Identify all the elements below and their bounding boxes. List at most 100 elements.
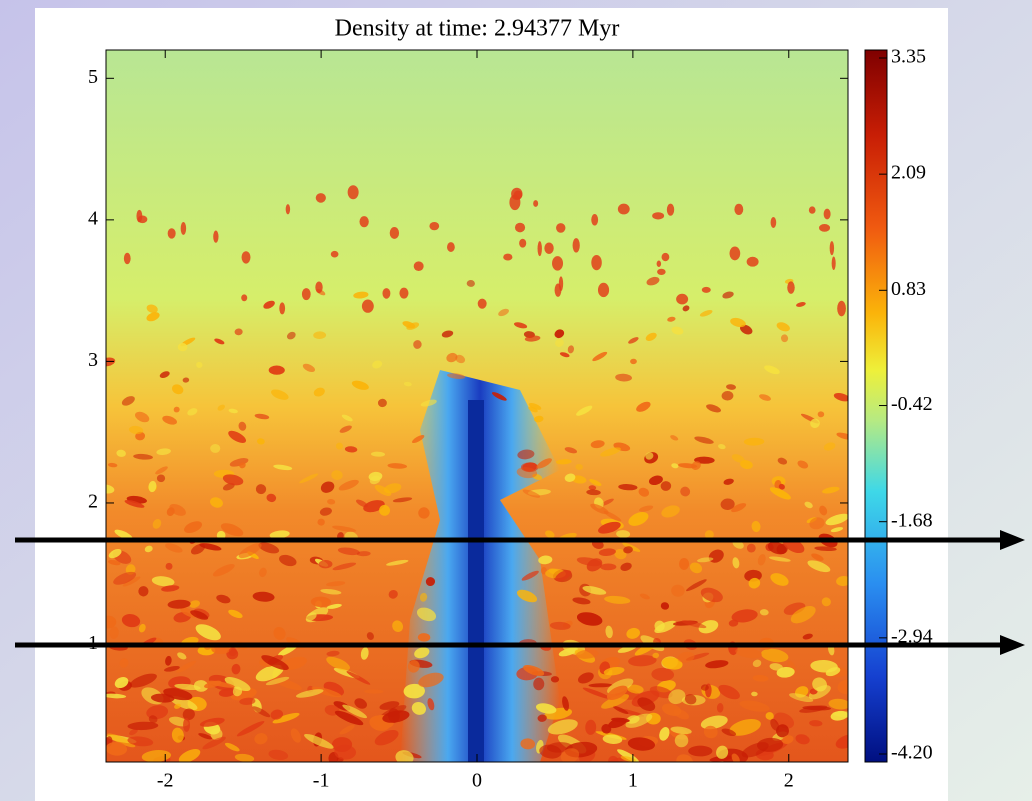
blob xyxy=(556,223,566,233)
blob xyxy=(382,288,391,299)
blob xyxy=(270,709,284,720)
blob xyxy=(588,485,597,491)
blob xyxy=(576,557,602,567)
blob xyxy=(604,595,631,604)
blob xyxy=(748,577,761,589)
colorbar-tick-label: -0.42 xyxy=(891,393,933,415)
blob xyxy=(427,698,435,711)
blob xyxy=(517,449,535,460)
blob xyxy=(533,200,539,207)
blob xyxy=(167,228,176,239)
blob xyxy=(528,403,542,410)
blob xyxy=(339,425,352,433)
blob xyxy=(700,715,728,730)
blob xyxy=(330,250,339,258)
blob xyxy=(572,238,580,253)
blob xyxy=(184,521,203,534)
blob xyxy=(601,724,612,734)
blob xyxy=(802,633,813,640)
blob xyxy=(681,620,707,629)
blob xyxy=(567,345,574,354)
blob xyxy=(638,487,650,497)
x-tick-label: -1 xyxy=(313,770,330,792)
blob xyxy=(165,655,172,666)
blob xyxy=(825,667,841,677)
blob xyxy=(796,302,806,307)
blob xyxy=(320,481,335,493)
blob xyxy=(670,726,692,735)
blob xyxy=(326,650,340,657)
blob xyxy=(809,720,823,727)
blob xyxy=(648,475,663,486)
blob xyxy=(418,507,430,519)
blob xyxy=(822,486,840,494)
blob xyxy=(671,463,679,469)
blob xyxy=(556,459,572,465)
blob xyxy=(572,597,591,605)
blob xyxy=(770,216,777,229)
blob xyxy=(106,357,116,367)
blob xyxy=(818,224,831,232)
blob xyxy=(360,647,369,660)
column-core xyxy=(468,400,484,762)
blob xyxy=(196,361,203,368)
blob xyxy=(466,280,475,287)
blob xyxy=(332,525,357,532)
blob xyxy=(199,717,225,727)
blob xyxy=(313,331,327,339)
x-tick-label: 0 xyxy=(472,770,482,792)
blob xyxy=(354,698,367,709)
blob xyxy=(654,620,665,632)
blob xyxy=(716,745,729,759)
blob xyxy=(146,312,160,322)
blob xyxy=(108,549,122,559)
blob xyxy=(392,497,413,503)
blob xyxy=(129,728,138,736)
blob xyxy=(295,689,324,698)
blob xyxy=(273,464,293,471)
blob xyxy=(419,592,428,602)
blob xyxy=(389,227,400,239)
blob xyxy=(128,425,144,435)
blob xyxy=(684,694,697,705)
blob xyxy=(639,593,650,600)
blob xyxy=(776,724,789,738)
blob xyxy=(216,594,231,604)
blob xyxy=(520,738,536,750)
blob xyxy=(729,719,761,736)
blob xyxy=(636,401,651,412)
blob xyxy=(588,683,613,688)
blob xyxy=(769,556,791,562)
blob xyxy=(319,507,332,516)
blob xyxy=(646,276,660,286)
colorbar-tick-label: -4.20 xyxy=(891,742,933,764)
blob xyxy=(533,677,545,691)
blob xyxy=(173,406,180,413)
blob xyxy=(821,597,831,607)
blob xyxy=(618,484,638,491)
blob xyxy=(597,282,610,298)
blob xyxy=(777,457,788,465)
blob xyxy=(176,660,197,673)
blob xyxy=(823,208,831,220)
blob xyxy=(359,216,369,228)
blob xyxy=(522,489,541,498)
blob xyxy=(554,329,565,339)
blob xyxy=(652,652,660,659)
blob xyxy=(411,702,426,715)
blob xyxy=(627,737,656,751)
blob xyxy=(523,665,545,676)
blob xyxy=(331,470,343,480)
blob xyxy=(657,268,666,276)
blob xyxy=(837,679,848,695)
blob xyxy=(256,438,265,445)
blob xyxy=(263,300,275,309)
blob xyxy=(387,463,408,469)
blob xyxy=(174,703,181,709)
blob xyxy=(252,706,271,718)
blob xyxy=(776,666,795,678)
blob xyxy=(159,371,170,379)
blob xyxy=(377,398,387,408)
blob xyxy=(700,684,709,691)
blob xyxy=(617,203,630,215)
